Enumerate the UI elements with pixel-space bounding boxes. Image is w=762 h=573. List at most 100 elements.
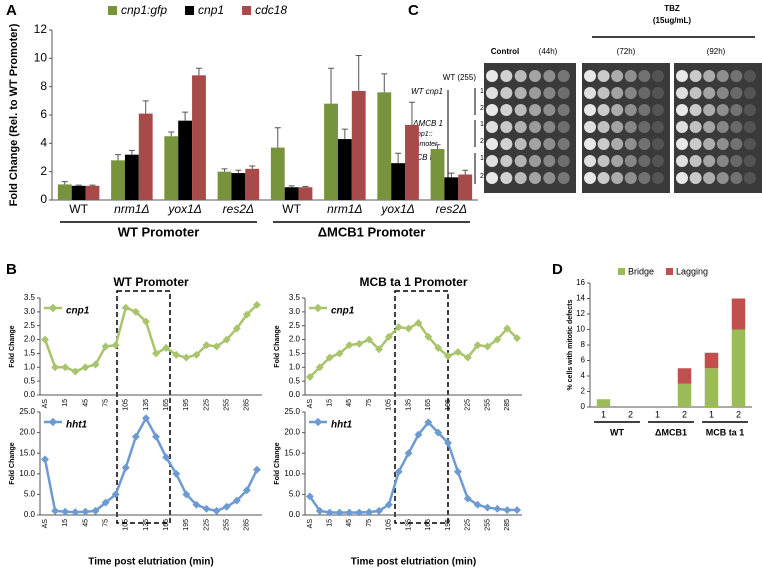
spot xyxy=(500,155,513,167)
x-tick-label: 225 xyxy=(465,399,472,411)
spot xyxy=(543,87,556,99)
spot xyxy=(584,172,596,184)
spot xyxy=(676,138,688,150)
error-bar xyxy=(395,152,402,164)
spot xyxy=(676,172,688,184)
spot xyxy=(624,138,637,150)
spot xyxy=(716,155,729,167)
marker xyxy=(305,373,314,381)
bar xyxy=(351,90,366,200)
marker xyxy=(493,504,502,513)
replicate: 2 xyxy=(480,105,484,112)
y-tick-label: 2.0 xyxy=(24,335,36,344)
replicate: 1 xyxy=(480,88,484,95)
treatment-dose: (15ug/mL) xyxy=(653,16,692,25)
bar xyxy=(245,168,260,200)
bar-segment xyxy=(596,399,611,407)
spot xyxy=(597,121,610,133)
marker xyxy=(222,502,231,511)
plates xyxy=(484,63,762,193)
group-label: WT Promoter xyxy=(118,224,200,239)
bar-segment xyxy=(704,352,719,369)
spot xyxy=(486,70,498,82)
bar xyxy=(111,160,125,200)
legend-label: cnp1 xyxy=(331,306,355,317)
y-tick-label: 2 xyxy=(40,164,47,178)
marker xyxy=(345,508,354,517)
y-tick-label: 10.0 xyxy=(284,469,300,478)
marker xyxy=(252,300,261,309)
spot xyxy=(543,104,556,116)
spot xyxy=(730,138,743,150)
marker xyxy=(414,430,423,439)
spot xyxy=(624,104,637,116)
x-tick-label: 75 xyxy=(102,519,109,527)
bar xyxy=(430,149,445,200)
spot xyxy=(486,104,498,116)
spot xyxy=(638,138,651,150)
series-line xyxy=(43,415,259,514)
spot xyxy=(543,138,556,150)
spot xyxy=(486,87,498,99)
y-tick-label: 0.0 xyxy=(24,510,36,519)
marker xyxy=(222,335,231,344)
bar xyxy=(284,187,299,200)
chart-title: MCB ta 1 Promoter xyxy=(359,275,467,289)
x-tick-label: 1 xyxy=(709,409,714,419)
marker xyxy=(444,438,452,447)
error-bar xyxy=(462,169,469,175)
legend-swatch xyxy=(618,268,625,275)
marker xyxy=(384,500,393,509)
error-bar xyxy=(355,55,362,91)
y-tick-label: 10 xyxy=(34,51,48,65)
construct-label: cnp1:: xyxy=(413,131,432,138)
y-tick-label: 14 xyxy=(576,294,585,303)
marker xyxy=(71,367,80,376)
marker xyxy=(315,363,324,372)
error-bar xyxy=(235,169,242,174)
legend-marker xyxy=(48,417,58,427)
spot xyxy=(716,87,729,99)
y-tick-label: 5.0 xyxy=(289,490,301,499)
marker xyxy=(513,506,522,515)
error-bar xyxy=(182,111,189,121)
spot xyxy=(584,87,596,99)
x-tick-label: 255 xyxy=(224,519,231,531)
y-tick-label: 0.0 xyxy=(24,390,36,399)
spot xyxy=(597,87,610,99)
bar xyxy=(178,120,193,200)
y-tick-label: 25.0 xyxy=(19,407,35,416)
marker xyxy=(384,332,393,341)
spot xyxy=(500,172,513,184)
x-tick-label: 45 xyxy=(82,519,89,527)
spot xyxy=(500,87,513,99)
bar xyxy=(231,173,246,200)
spot xyxy=(703,87,716,99)
error-bar xyxy=(408,101,415,125)
x-tick-label: 255 xyxy=(484,519,491,531)
marker xyxy=(51,506,60,515)
series-line xyxy=(43,304,258,373)
spot xyxy=(611,70,624,82)
bar xyxy=(217,171,232,200)
y-tick-label: 8 xyxy=(581,340,586,349)
x-tick-label: 225 xyxy=(465,519,472,531)
spot xyxy=(703,70,716,82)
marker xyxy=(182,353,191,362)
y-tick-label: 16 xyxy=(576,278,585,287)
x-tick-label: 2 xyxy=(628,409,633,419)
x-tick-label: 105 xyxy=(386,399,393,411)
marker xyxy=(232,324,241,333)
spot xyxy=(743,155,756,167)
marker xyxy=(335,349,344,358)
replicate: 1 xyxy=(480,121,484,128)
error-bar xyxy=(142,100,149,114)
legend-marker xyxy=(313,303,323,313)
x-axis-label: Time post elutriation (min) xyxy=(351,557,476,568)
x-tick-label: nrm1Δ xyxy=(114,202,149,216)
y-tick-label: 10.0 xyxy=(19,469,35,478)
marker xyxy=(325,508,334,517)
x-tick-label: 105 xyxy=(123,519,130,531)
spot xyxy=(514,121,527,133)
